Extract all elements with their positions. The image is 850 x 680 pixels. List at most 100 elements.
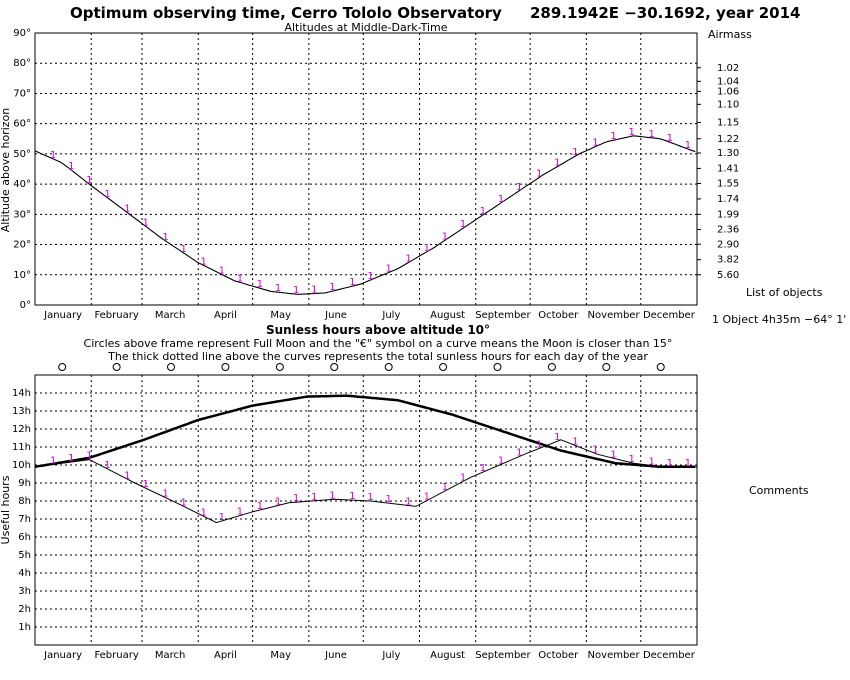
useful-hours-y-label: Useful hours [0,475,12,544]
site-coordinates: 289.1942E −30.1692, year 2014 [530,4,800,22]
object-marker: 1 [311,285,317,296]
y-tick-label: 90° [13,28,31,39]
object-marker: 1 [293,285,299,296]
month-label: November [588,310,641,321]
total-hours-note: The thick dotted line above the curves r… [107,350,648,363]
month-label: September [475,310,531,321]
object-marker: 1 [68,161,74,172]
object-marker: 1 [162,489,168,500]
useful-hours-curve [34,439,697,524]
y-tick-label: 2h [18,604,31,615]
full-moon-circle [493,363,502,371]
airmass-tick-label: 1.15 [717,117,739,128]
sunless-chart-title: Sunless hours above altitude 10° [266,323,490,337]
full-moon-circle [547,363,556,371]
y-tick-label: 0° [20,300,31,311]
airmass-tick-label: 1.99 [717,209,739,220]
object-marker: 1 [219,512,225,523]
month-label: October [538,310,579,321]
airmass-tick-label: 1.22 [717,134,739,145]
object-marker: 1 [86,175,92,186]
month-label: October [538,650,579,661]
airmass-tick-label: 1.30 [717,148,739,159]
object-marker: 1 [405,497,411,508]
altitude-curve [34,135,696,295]
object-marker: 1 [424,492,430,503]
altitude-chart-title: Altitudes at Middle-Dark-Time [284,21,447,34]
airmass-tick-label: 3.82 [717,255,739,266]
month-label: March [155,310,185,321]
object-marker: 1 [257,279,263,290]
page-title: Optimum observing time, Cerro Tololo Obs… [70,4,502,22]
full-moon-circle [656,363,665,371]
object-marker: 1 [200,256,206,267]
y-tick-label: 40° [13,179,31,190]
y-tick-label: 8h [18,496,31,507]
object-marker: 1 [592,138,598,149]
object-marker: 1 [648,457,654,468]
full-moon-circle [602,363,611,371]
y-tick-label: 4h [18,568,31,579]
object-marker: 1 [181,497,187,508]
y-tick-label: 14h [12,388,31,399]
full-moon-circle [439,363,448,371]
month-label: May [270,650,291,661]
airmass-tick-label: 1.55 [717,179,739,190]
object-marker: 1 [424,243,430,254]
airmass-tick-label: 1.06 [717,86,739,97]
object-marker: 1 [293,493,299,504]
airmass-tick-label: 1.10 [717,99,739,110]
object-marker: 1 [442,231,448,242]
month-label: August [430,310,465,321]
object-marker: 1 [104,460,110,471]
altitude-chart: January February March April May June July Augu… [13,28,739,321]
object-marker: 1 [442,482,448,493]
object-marker: 1 [536,439,542,450]
object-marker: 1 [311,492,317,503]
object-marker: 1 [329,282,335,293]
airmass-label: Airmass [708,28,752,41]
y-tick-label: 80° [13,58,31,69]
comments-label: Comments [749,484,809,497]
object-marker: 1 [610,449,616,460]
y-tick-label: 1h [18,622,31,633]
object-marker: 1 [349,277,355,288]
month-label: February [94,310,138,321]
plot-frame [34,32,698,306]
month-label: November [588,650,641,661]
object-marker: 1 [572,437,578,448]
month-label: December [643,310,696,321]
object-marker: 1 [385,494,391,505]
object-marker: 1 [498,455,504,466]
object-marker: 1 [181,244,187,255]
full-moon-note: Circles above frame represent Full Moon … [84,337,673,350]
y-tick-label: 20° [13,240,31,251]
object-marker: 1 [629,454,635,465]
object-marker: 1 [460,472,466,483]
object-marker: 1 [554,432,560,443]
month-label: April [214,310,237,321]
y-tick-label: 13h [12,406,31,417]
object-marker: 1 [68,453,74,464]
object-marker: 1 [554,158,560,169]
month-label: June [324,310,347,321]
y-tick-label: 10h [12,460,31,471]
object-marker: 1 [200,507,206,518]
y-tick-label: 3h [18,586,31,597]
altitude-y-label: Altitude above horizon [0,108,12,232]
airmass-tick-label: 2.36 [717,224,739,235]
y-tick-label: 10° [13,270,31,281]
y-tick-label: 7h [18,514,31,525]
object-marker: 1 [124,204,130,215]
airmass-tick-label: 1.41 [717,163,739,174]
object-marker: 1 [237,273,243,284]
object-marker: 1 [516,182,522,193]
y-tick-label: 70° [13,88,31,99]
y-tick-label: 6h [18,532,31,543]
y-tick-label: 9h [18,478,31,489]
object-marker: 1 [516,448,522,459]
month-label: July [381,310,400,321]
full-moon-circle [384,363,393,371]
object-marker: 1 [142,217,148,228]
